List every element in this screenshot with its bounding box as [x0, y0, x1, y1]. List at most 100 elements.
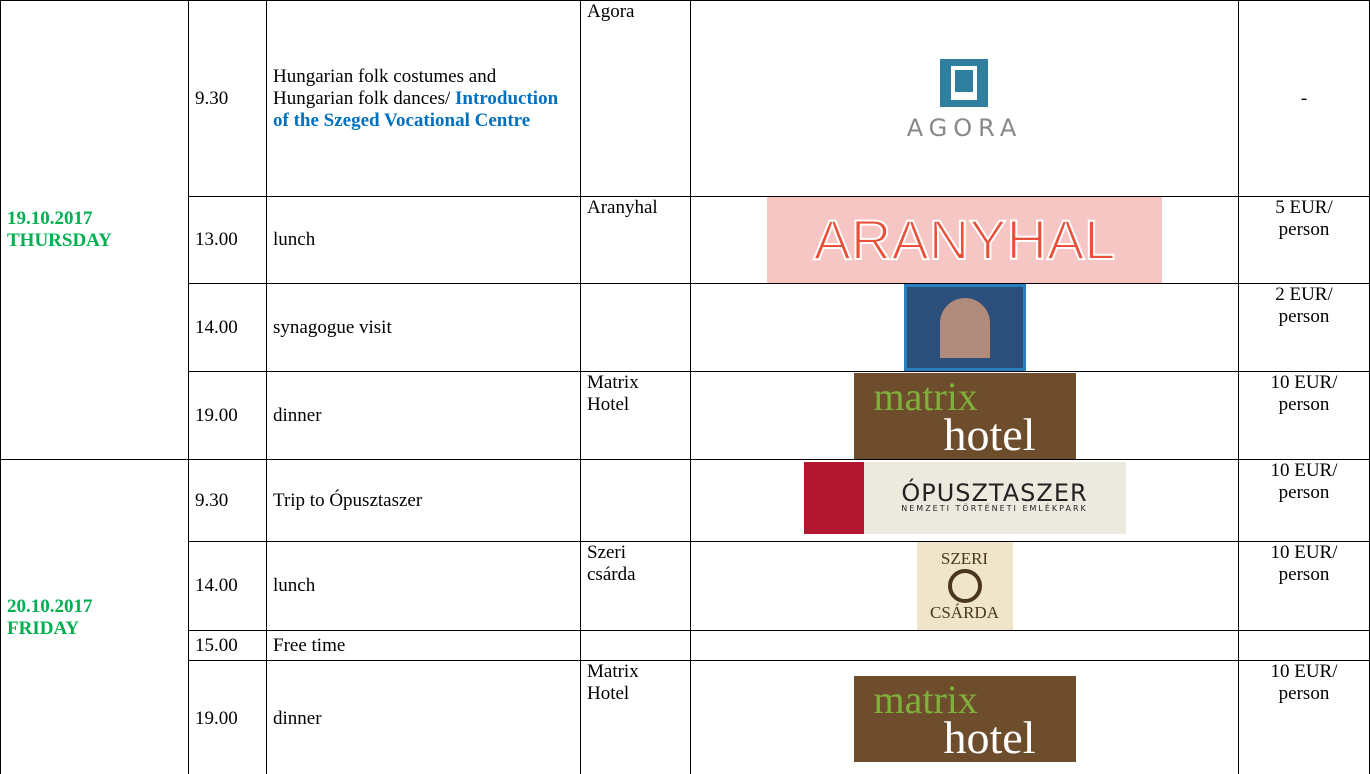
venue-cell: Matrix Hotel [580, 371, 691, 460]
time-cell: 9.30 [188, 459, 267, 542]
logo-text: CSÁRDA [930, 603, 999, 622]
activity: lunch [273, 229, 316, 250]
synagogue-building [939, 297, 990, 358]
weekday: FRIDAY [7, 618, 80, 639]
date-cell: 20.10.2017 FRIDAY [0, 459, 189, 774]
price: 2 EUR/ person [1275, 284, 1333, 327]
price-cell [1238, 630, 1370, 661]
activity-cell: lunch [266, 541, 581, 631]
time-cell: 19.00 [188, 371, 267, 460]
date-cell: 19.10.2017 THURSDAY [0, 0, 189, 460]
venue-cell [580, 630, 691, 661]
matrix-logo: matrix hotel [853, 372, 1076, 459]
venue-cell [580, 459, 691, 542]
venue-cell: Aranyhal [580, 196, 691, 284]
activity-cell: synagogue visit [266, 283, 581, 372]
time-cell: 9.30 [188, 0, 267, 197]
price: 5 EUR/ person [1275, 197, 1333, 240]
activity-cell: Hungarian folk costumes and Hungarian fo… [266, 0, 581, 197]
date: 20.10.2017 [7, 596, 93, 617]
schedule-row: 20.10.2017 FRIDAY 9.30 Trip to Ópusztaszer Ó… [0, 459, 1370, 774]
logo-cell: AGORA [690, 0, 1239, 197]
logo-text: ARANYHAL [813, 208, 1117, 271]
agora-logo: AGORA [906, 58, 1023, 139]
activity: synagogue visit [273, 316, 392, 338]
venue: Aranyhal [587, 197, 658, 218]
activity-cell: Free time [266, 630, 581, 661]
time: 9.30 [195, 489, 229, 511]
activity-cell: dinner [266, 660, 581, 774]
logo-cell: SZERI CSÁRDA [690, 541, 1239, 631]
logo-text: matrix [873, 373, 978, 419]
time-cell: 14.00 [188, 541, 267, 631]
weekday: THURSDAY [7, 230, 112, 251]
price: 10 EUR/ person [1270, 542, 1338, 585]
time: 14.00 [195, 575, 238, 596]
time: 9.30 [195, 87, 229, 109]
activity-cell: dinner [266, 371, 581, 460]
activity: Hungarian folk costumes and Hungarian fo… [273, 65, 497, 109]
date: 19.10.2017 [7, 208, 93, 229]
schedule-row: 15.00 Free time [1, 630, 1370, 661]
venue-cell: Matrix Hotel [580, 660, 691, 774]
aranyhal-logo: ARANYHAL [767, 197, 1162, 283]
venue-cell: Szeri csárda [580, 541, 691, 631]
logo-cell [690, 283, 1239, 372]
time: 13.00 [195, 229, 238, 250]
logo-cell: matrix hotel [690, 371, 1239, 460]
time: 19.00 [195, 707, 238, 729]
price: 10 EUR/ person [1270, 661, 1338, 704]
szeri-logo: SZERI CSÁRDA [916, 542, 1013, 630]
venue: Matrix Hotel [587, 661, 639, 704]
logo-text: AGORA [906, 113, 1023, 139]
opusztaszer-text: ÓPUSZTASZER NEMZETI TÖRTÉNETI EMLÉKPARK [864, 478, 1126, 514]
logo-cell: matrix hotel [690, 660, 1239, 774]
logo-cell: ÓPUSZTASZER NEMZETI TÖRTÉNETI EMLÉKPARK [690, 459, 1239, 542]
logo-text: hotel [943, 408, 1036, 459]
opusztaszer-emblem [803, 461, 864, 534]
price: 10 EUR/ person [1270, 372, 1338, 415]
logo-text: SZERI [940, 549, 989, 568]
venue: Matrix Hotel [587, 372, 639, 415]
venue-cell: Agora [580, 0, 691, 197]
logo-text: matrix [873, 676, 978, 722]
venue: Szeri csárda [587, 542, 636, 585]
activity-highlight: Introduction of the Szeged Vocational Ce… [273, 87, 559, 131]
schedule-row: 19.00 dinner Matrix Hotel matrix hotel 10 EUR… [1, 371, 1370, 460]
price: 10 EUR/ person [1270, 460, 1338, 503]
price-cell: 10 EUR/ person [1238, 371, 1370, 460]
activity: dinner [273, 707, 322, 729]
price-cell: 10 EUR/ person [1238, 459, 1370, 542]
wheel [947, 569, 982, 603]
logo-text: hotel [943, 711, 1036, 762]
venue-cell [580, 283, 691, 372]
activity: Free time [273, 634, 346, 656]
time: 19.00 [195, 404, 238, 426]
time-cell: 19.00 [188, 660, 267, 774]
schedule-row: 19.00 dinner Matrix Hotel matrix hotel 10 EUR… [1, 660, 1370, 774]
venue: Agora [587, 1, 635, 22]
time: 15.00 [195, 634, 238, 656]
schedule-row: 14.00 synagogue visit 2 EUR/ person [1, 283, 1370, 372]
price-cell: 10 EUR/ person [1238, 541, 1370, 631]
price-cell: 5 EUR/ person [1238, 196, 1370, 284]
price-cell: - [1238, 0, 1370, 197]
activity-cell: lunch [266, 196, 581, 284]
schedule-row: 13.00 lunch Aranyhal ARANYHAL 5 EUR/ person [1, 196, 1370, 284]
opusztaszer-logo: ÓPUSZTASZER NEMZETI TÖRTÉNETI EMLÉKPARK [803, 461, 1126, 534]
price-cell: 10 EUR/ person [1238, 660, 1370, 774]
logo-text: NEMZETI TÖRTÉNETI EMLÉKPARK [901, 503, 1088, 513]
time-cell: 15.00 [188, 630, 267, 661]
time-cell: 13.00 [188, 196, 267, 284]
logo-text: ÓPUSZTASZER [901, 478, 1088, 507]
schedule-row: 19.10.2017 THURSDAY 9.30 Hungarian folk cos… [0, 0, 1370, 460]
synagogue-image [903, 284, 1026, 371]
activity: Trip to Ópusztaszer [273, 489, 423, 511]
price: - [1300, 87, 1308, 109]
activity-cell: Trip to Ópusztaszer [266, 459, 581, 542]
time-cell: 14.00 [188, 283, 267, 372]
matrix-logo: matrix hotel [853, 675, 1076, 762]
